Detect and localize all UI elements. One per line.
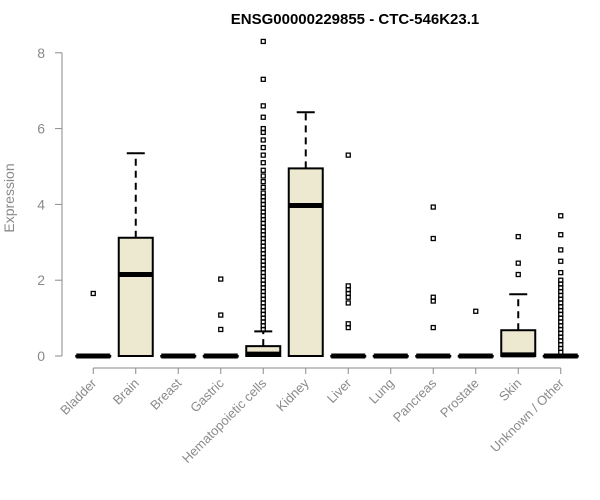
outlier-point [260,38,266,45]
outlier-point [558,269,564,276]
y-tick-label: 8 [37,45,45,61]
outlier-point [218,276,224,282]
box-breast [160,353,197,359]
boxes [75,38,579,359]
x-tick-label: Gastric [187,375,227,415]
outlier-point [260,103,266,109]
outlier-point [558,232,564,238]
outlier-point [260,167,266,173]
outlier-point [260,179,266,185]
outlier-point [515,271,521,278]
x-tick-label: Pancreas [390,375,440,425]
outlier-point [260,144,266,151]
outlier-point [515,233,521,240]
outlier-point [430,294,436,300]
box-bladder [75,290,112,359]
box-gastric [202,276,239,359]
x-tick-label: Prostate [437,376,482,421]
y-tick-label: 6 [37,121,45,137]
x-tick-label: Skin [496,376,524,404]
outlier-point [260,125,266,132]
y-axis: 0 2 4 6 8 [37,45,63,364]
box-liver [330,152,367,359]
box-body [117,236,154,357]
outlier-point [430,235,436,242]
box-kidney [287,111,324,357]
outlier-point [260,114,266,120]
outlier-point [558,258,564,264]
x-tick-label: Bladder [57,375,100,418]
y-tick-label: 0 [37,348,45,364]
chart-title: ENSG00000229855 - CTC-546K23.1 [231,11,479,28]
x-tick-label: Breast [147,375,184,412]
outlier-point [260,184,266,190]
outlier-point [558,247,564,253]
y-axis-label: Expression [1,163,17,232]
outlier-point [260,152,266,158]
outlier-point [260,76,266,82]
outlier-point [345,321,351,327]
outlier-point [90,290,96,297]
x-tick-label: Hematopoietic cells [179,375,270,466]
outlier-point [260,173,266,179]
box-lung [372,353,409,359]
outlier-point [430,204,436,210]
outlier-point [558,213,564,219]
x-tick-label: Brain [110,376,142,408]
y-tick-label: 2 [37,272,45,288]
box-prostate [457,308,494,359]
outlier-point [345,283,351,289]
outlier-point [345,152,351,158]
y-tick-label: 4 [37,196,45,212]
box-body [500,329,537,357]
box-skin [500,233,537,358]
outlier-point [260,137,266,143]
x-tick-label: Kidney [273,375,312,414]
outlier-point [345,300,351,306]
box-brain [117,152,154,357]
x-tick-label: Liver [324,375,355,406]
outlier-point [218,312,224,318]
outlier-point [218,326,224,333]
box-hematopoietic-cells [245,38,282,357]
box-body [287,167,324,357]
outlier-point [558,277,564,283]
outlier-point [430,324,436,331]
box-pancreas [415,204,452,359]
outlier-point [473,308,479,314]
outlier-point [260,160,266,166]
x-tick-label: Unknown / Other [487,375,567,455]
box-unknown-other [542,213,579,359]
outlier-point [515,260,521,266]
outlier-point [260,190,266,196]
x-tick-label: Lung [366,376,397,407]
